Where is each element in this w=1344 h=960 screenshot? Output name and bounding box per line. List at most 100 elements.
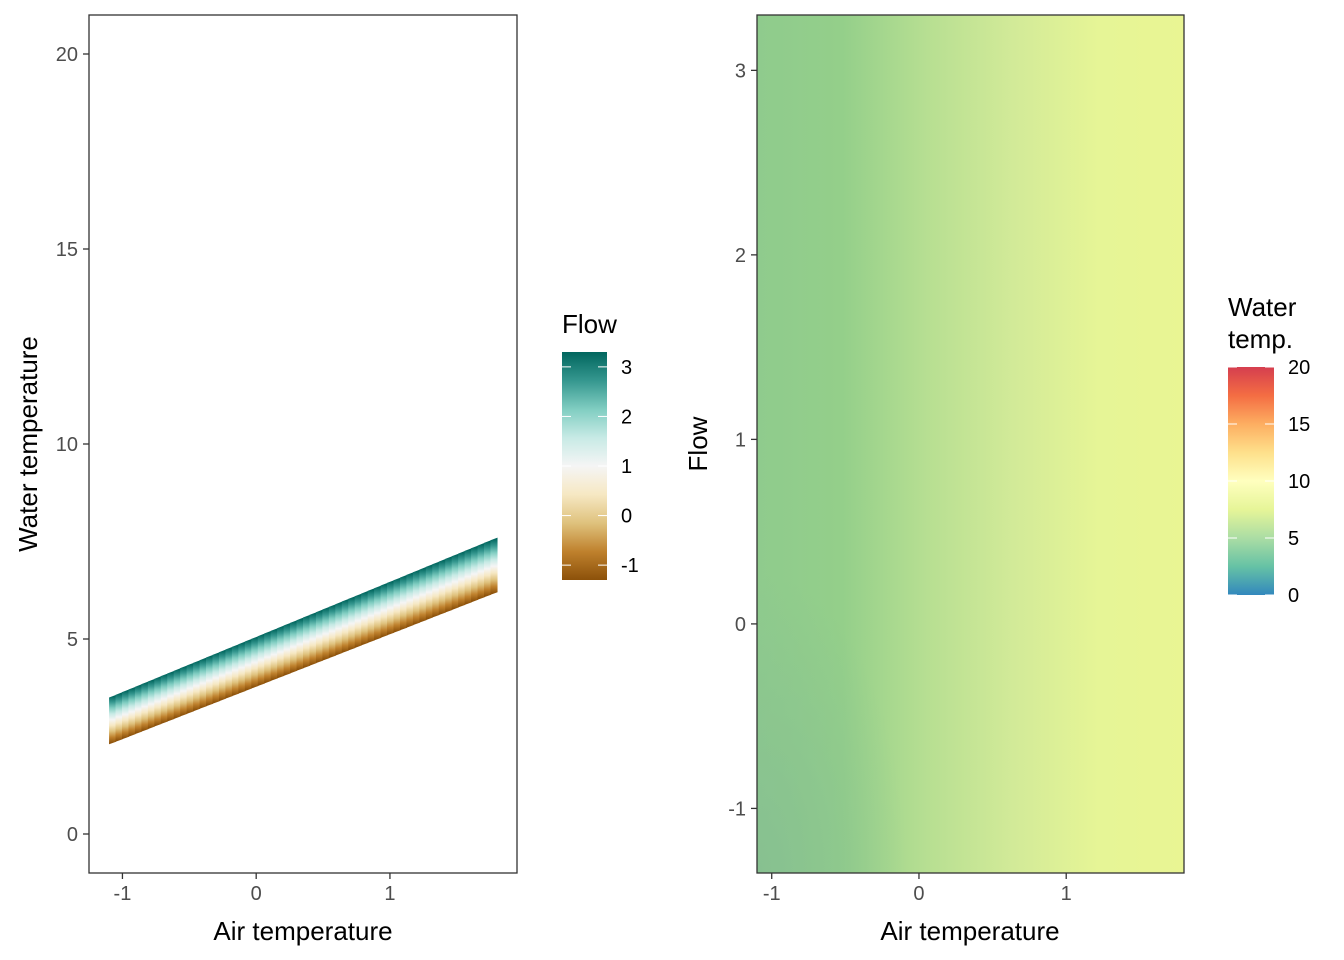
flow-legend: Flow -1 0 1 2 3 [562, 309, 639, 580]
flow-band-strip [445, 556, 453, 613]
flow-band-strip [477, 542, 485, 600]
flow-band-strip [464, 548, 472, 605]
flow-band-strip [432, 561, 440, 618]
water-temp-legend-label: 15 [1288, 414, 1310, 436]
flow-band-strip [283, 622, 291, 676]
y-tick-label: 3 [735, 60, 746, 82]
left-plot-background [89, 15, 517, 873]
y-tick-label: 10 [56, 434, 78, 456]
y-tick-label: 0 [67, 824, 78, 846]
y-tick-label: 2 [735, 245, 746, 267]
flow-band-strip [257, 633, 265, 686]
flow-band-strip [115, 692, 123, 742]
flow-band-strip [134, 684, 142, 735]
flow-band-strip [374, 585, 382, 641]
flow-band-strip [451, 553, 459, 610]
y-tick-label: 15 [56, 239, 78, 261]
flow-band-strip [399, 574, 408, 631]
flow-legend-title: Flow [562, 309, 617, 339]
x-tick-label: 1 [1061, 883, 1072, 905]
flow-band-strip [315, 609, 323, 664]
left-x-axis-title: Air temperature [213, 916, 392, 946]
flow-band-strip [121, 689, 130, 740]
flow-band-strip [154, 676, 162, 727]
flow-band-strip [303, 614, 311, 669]
flow-band-strip [238, 641, 246, 694]
right-y-axis: -1 0 1 2 3 [728, 60, 757, 820]
x-tick-label: 0 [251, 883, 262, 905]
flow-band-strip [160, 673, 168, 725]
flow-legend-label: -1 [621, 555, 639, 577]
flow-band-strip [419, 566, 427, 623]
flow-band-strip [180, 665, 188, 717]
right-plot-border [756, 14, 1185, 874]
flow-band-strip [425, 564, 433, 621]
flow-band-strip [199, 657, 207, 709]
water-temp-legend-title-line2: temp. [1228, 324, 1293, 354]
left-y-axis: 0 5 10 15 20 [56, 44, 89, 846]
flow-band-strip [309, 612, 317, 666]
flow-band-strip [296, 617, 304, 671]
flow-band-strip [412, 569, 420, 626]
flow-band-strip [490, 537, 498, 595]
y-tick-label: 5 [67, 629, 78, 651]
water-temp-legend-title-line1: Water [1228, 292, 1297, 322]
flow-band-strip [354, 593, 362, 648]
flow-legend-label: 1 [621, 456, 632, 478]
flow-band-strip [484, 540, 492, 598]
flow-band-strip [458, 550, 466, 608]
flow-band-strip [471, 545, 479, 603]
flow-band-strip [361, 590, 369, 646]
water-temp-legend-ticks: 0 5 10 15 20 [1228, 357, 1310, 607]
flow-band-strip [212, 652, 220, 704]
flow-legend-label: 0 [621, 506, 632, 528]
flow-band-strip [348, 596, 356, 651]
y-tick-label: -1 [728, 798, 746, 820]
flow-band-strip [264, 630, 272, 684]
flow-band-strip [387, 580, 395, 636]
flow-band-strip [380, 582, 388, 638]
x-tick-label: 0 [913, 883, 924, 905]
flow-band-strip [231, 644, 239, 697]
left-x-axis: -1 0 1 [114, 873, 396, 905]
right-panel: -1 0 1 -1 0 1 2 3 Air temperature Flow Water t… [683, 14, 1310, 946]
flow-band-strip [167, 670, 175, 722]
flow-legend-ticks: -1 0 1 2 3 [562, 357, 639, 577]
flow-legend-label: 2 [621, 406, 632, 428]
x-tick-label: 1 [384, 883, 395, 905]
flow-band-strip [109, 694, 117, 745]
flow-legend-label: 3 [621, 357, 632, 379]
flow-band-strip [335, 601, 343, 656]
y-tick-label: 20 [56, 44, 78, 66]
flow-band-strip [206, 654, 214, 707]
flow-band-strip [270, 628, 278, 681]
flow-band-strip [186, 662, 194, 714]
flow-band-strip [438, 558, 446, 616]
right-x-axis: -1 0 1 [763, 873, 1072, 905]
y-tick-label: 1 [735, 429, 746, 451]
flow-band-strip [393, 577, 401, 633]
water-temp-legend-label: 0 [1288, 585, 1299, 607]
flow-band-strip [193, 660, 201, 712]
flow-band-strip [251, 636, 259, 689]
y-tick-label: 0 [735, 614, 746, 636]
water-temp-legend-label: 20 [1288, 357, 1310, 379]
water-temp-legend-label: 5 [1288, 528, 1299, 550]
flow-band-strip [328, 604, 336, 659]
heatmap-shading [757, 15, 1184, 873]
flow-band-strip [290, 620, 298, 674]
right-x-axis-title: Air temperature [880, 916, 1059, 946]
flow-band-strip [147, 678, 155, 730]
flow-band-strip [406, 572, 414, 628]
flow-band-strips [109, 537, 498, 745]
flow-band-strip [218, 649, 227, 702]
left-y-axis-title: Water temperature [13, 336, 43, 552]
flow-band-strip [225, 646, 233, 699]
flow-band-strip [244, 638, 252, 692]
x-tick-label: -1 [763, 883, 781, 905]
flow-band-strip [341, 598, 349, 654]
flow-band-strip [322, 606, 330, 661]
right-y-axis-title: Flow [683, 416, 713, 471]
